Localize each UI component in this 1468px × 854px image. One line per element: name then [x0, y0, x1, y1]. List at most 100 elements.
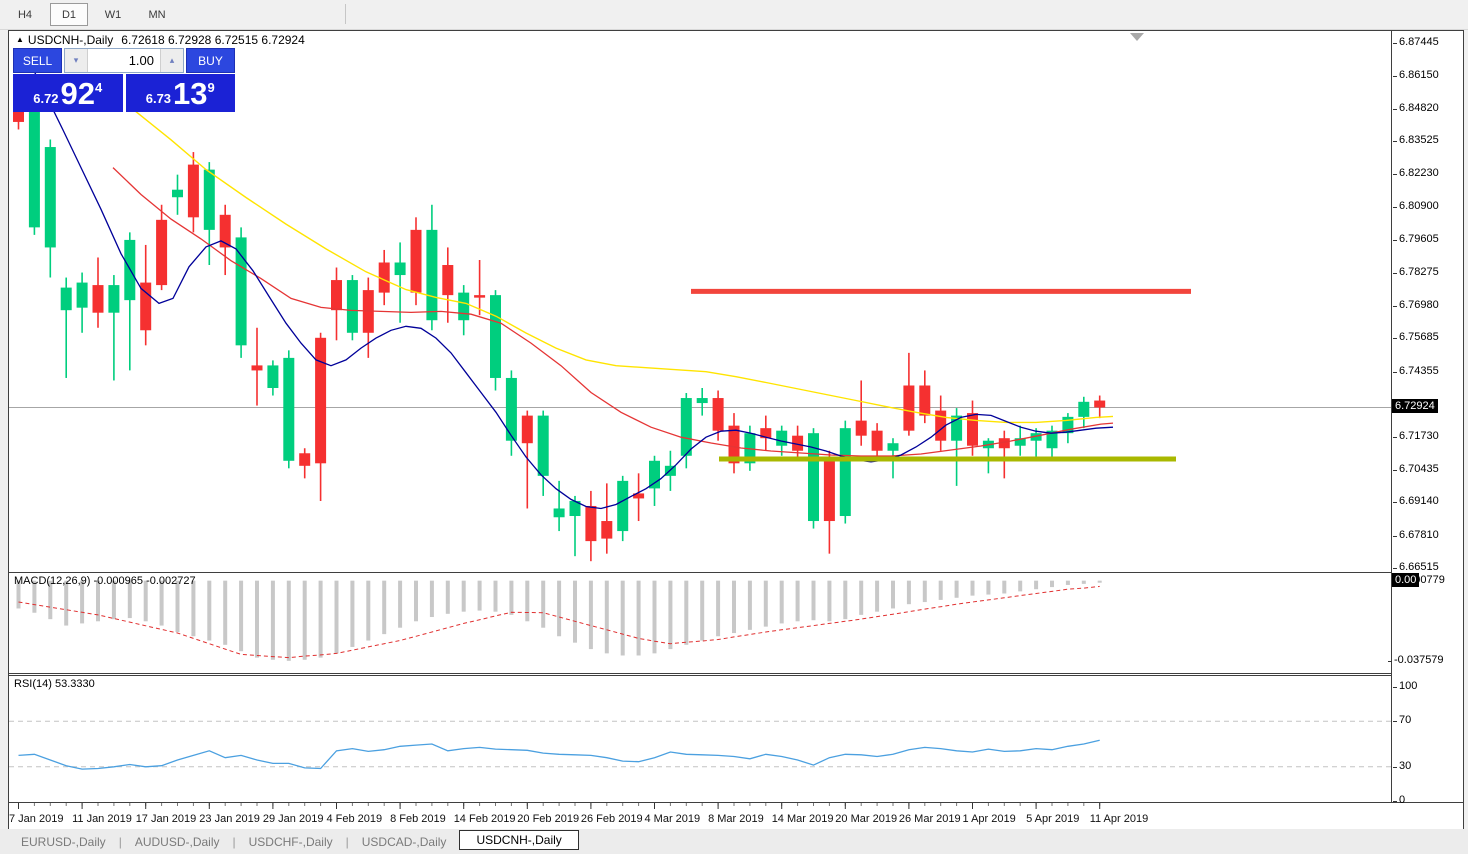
- candle-body: [251, 365, 263, 371]
- price-tick-label: 6.83525: [1393, 134, 1439, 147]
- candle-body: [998, 438, 1010, 449]
- chart-shift-marker-icon[interactable]: [1130, 33, 1144, 41]
- macd-bottom-value-label: -0.037579: [1388, 654, 1444, 666]
- candle-body: [760, 428, 772, 439]
- macd-bar: [668, 580, 673, 650]
- macd-bar: [716, 580, 721, 637]
- macd-bar: [906, 580, 911, 605]
- ma-yellow-line: [133, 109, 1114, 424]
- macd-bar: [1065, 580, 1070, 585]
- price-tick-label: 6.75685: [1393, 331, 1439, 344]
- price-tick-label: 6.74355: [1393, 364, 1439, 377]
- price-tick-label: 6.86150: [1393, 68, 1439, 81]
- macd-bar: [191, 580, 196, 637]
- timeframe-button-h4[interactable]: H4: [17, 8, 33, 21]
- macd-bar: [32, 580, 37, 613]
- price-axis[interactable]: 6.87445 6.86150 6.84820 6.83525 6.82230 6.809…: [1388, 31, 1463, 806]
- candle-body: [458, 292, 470, 321]
- price-tick-label: 6.82230: [1393, 166, 1439, 179]
- macd-bar: [223, 580, 228, 645]
- volume-input[interactable]: [88, 49, 160, 72]
- macd-bar: [350, 580, 355, 647]
- timeframe-button-w1[interactable]: W1: [104, 8, 122, 21]
- rsi-tick-label: 70: [1392, 714, 1412, 727]
- macd-bar: [111, 580, 116, 620]
- candle-body: [1030, 433, 1042, 441]
- macd-indicator-panel[interactable]: [9, 572, 1391, 673]
- date-label: 26 Feb 2019: [581, 813, 643, 825]
- date-label: 11 Jan 2019: [72, 813, 132, 825]
- price-tick-label: 6.78275: [1393, 266, 1439, 279]
- tab-separator: |: [118, 834, 122, 849]
- macd-bar: [986, 580, 991, 595]
- buy-button[interactable]: BUY: [186, 48, 235, 73]
- macd-bar: [732, 580, 736, 634]
- macd-bar: [843, 580, 848, 620]
- rsi-tick-label: 30: [1392, 759, 1412, 772]
- symbol-tab-bar: EURUSD-,Daily | AUDUSD-,Daily | USDCHF-,Dail…: [0, 829, 1468, 854]
- panel-divider[interactable]: [9, 673, 1463, 674]
- candle-body: [156, 219, 168, 286]
- candle-body: [855, 420, 867, 436]
- candle-body: [426, 229, 438, 321]
- macd-bar: [588, 580, 593, 650]
- candle-body: [283, 357, 295, 461]
- timeframe-button-mn[interactable]: MN: [148, 8, 166, 21]
- ma-blue-line: [20, 51, 1114, 510]
- price-tick-label: 6.71730: [1393, 430, 1439, 443]
- macd-bar: [334, 580, 339, 654]
- current-price-label: 6.72924: [1392, 399, 1438, 414]
- sell-price-sup: 4: [95, 80, 103, 95]
- collapse-triangle-icon[interactable]: ▲: [16, 35, 24, 44]
- candle-body: [331, 280, 342, 311]
- price-tick-label: 6.76980: [1393, 298, 1439, 311]
- sell-price-panel[interactable]: 6.72 92 4: [13, 74, 123, 112]
- date-label: 4 Mar 2019: [645, 813, 701, 825]
- candle-body: [13, 106, 24, 122]
- tab-eurusd[interactable]: EURUSD-,Daily: [21, 834, 106, 849]
- tab-usdcnh[interactable]: USDCNH-,Daily: [459, 830, 579, 850]
- candle-body: [887, 443, 899, 451]
- date-label: 20 Mar 2019: [835, 813, 897, 825]
- candle-body: [521, 415, 533, 444]
- price-tick-label: 6.80900: [1393, 200, 1439, 213]
- date-label: 4 Feb 2019: [327, 813, 383, 825]
- buy-price-big: 13: [173, 76, 208, 111]
- volume-spinner: ▾ ▴: [64, 48, 184, 73]
- macd-bar: [938, 580, 943, 600]
- candle-body: [1062, 416, 1074, 434]
- timeframe-buttons: H4 D1 W1 MN: [6, 3, 176, 26]
- panel-divider[interactable]: [9, 675, 1463, 676]
- arrow-down-icon: ▾: [73, 55, 79, 65]
- macd-bar: [175, 580, 180, 632]
- tab-usdchf[interactable]: USDCHF-,Daily: [248, 834, 333, 849]
- macd-histogram: [16, 580, 1102, 661]
- candle-body: [871, 430, 883, 451]
- macd-bar: [207, 580, 212, 641]
- candle-body: [585, 505, 597, 542]
- tab-audusd[interactable]: AUDUSD-,Daily: [134, 834, 220, 849]
- tab-usdcad[interactable]: USDCAD-,Daily: [361, 834, 447, 849]
- rsi-indicator-panel[interactable]: [9, 675, 1391, 802]
- candle-body: [92, 285, 104, 313]
- macd-bar: [255, 580, 259, 658]
- buy-price-panel[interactable]: 6.73 13 9: [125, 74, 235, 112]
- volume-decrease-button[interactable]: ▾: [65, 49, 88, 72]
- main-price-chart[interactable]: [9, 31, 1391, 572]
- macd-bar: [1018, 580, 1023, 592]
- candle-body: [633, 493, 645, 499]
- panel-divider[interactable]: [9, 572, 1463, 573]
- volume-increase-button[interactable]: ▴: [160, 49, 183, 72]
- date-label: 14 Mar 2019: [772, 813, 834, 825]
- timeframe-button-d1[interactable]: D1: [50, 3, 88, 26]
- price-tick-label: 6.70435: [1393, 462, 1439, 475]
- candle-body: [569, 500, 581, 517]
- candle-body: [219, 214, 231, 248]
- chart-window[interactable]: 7 Jan 2019 11 Jan 2019 17 Jan 2019 23 Jan 2…: [8, 30, 1464, 830]
- sell-button[interactable]: SELL: [13, 48, 62, 73]
- candle-body: [474, 295, 486, 298]
- macd-bar: [525, 580, 530, 622]
- candle-body: [44, 147, 56, 248]
- macd-bar: [16, 580, 21, 609]
